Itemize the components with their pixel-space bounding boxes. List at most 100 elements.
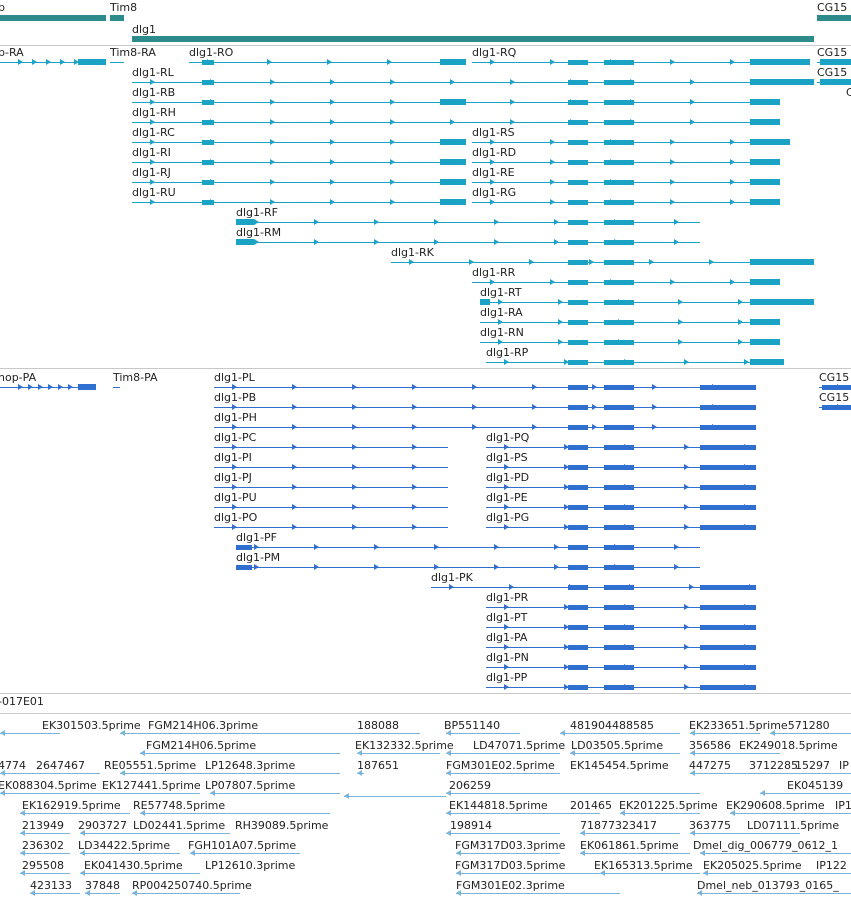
est-read[interactable] bbox=[140, 753, 340, 754]
feature-label[interactable]: CG15 bbox=[819, 371, 850, 384]
est-label[interactable]: LD03505.5prime bbox=[571, 739, 664, 752]
est-label[interactable]: EK041430.5prime bbox=[84, 859, 183, 872]
est-label[interactable]: EK088304.5prime bbox=[0, 779, 97, 792]
feature-label[interactable]: nop-PA bbox=[0, 371, 37, 384]
est-label[interactable]: EK127441.5prime bbox=[102, 779, 201, 792]
feature-label[interactable]: dlg1-RT bbox=[480, 286, 522, 299]
feature-label[interactable]: dlg1-RM bbox=[236, 226, 282, 239]
feature-label[interactable]: dlg1-PS bbox=[486, 451, 528, 464]
feature-track[interactable] bbox=[236, 547, 700, 548]
est-label[interactable]: EK165313.5prime bbox=[594, 859, 693, 872]
est-read[interactable] bbox=[690, 753, 780, 754]
est-label[interactable]: 356586 bbox=[689, 739, 731, 752]
est-label[interactable]: 15297 bbox=[795, 759, 830, 772]
est-label[interactable]: 295508 bbox=[22, 859, 64, 872]
est-label[interactable]: 2903727 bbox=[78, 819, 127, 832]
est-read[interactable] bbox=[620, 813, 700, 814]
feature-label[interactable]: dlg1-RE bbox=[472, 166, 515, 179]
feature-label[interactable]: dlg1-PJ bbox=[214, 471, 252, 484]
feature-track[interactable] bbox=[214, 427, 756, 428]
est-read[interactable] bbox=[30, 893, 80, 894]
feature-label[interactable]: dlg1-PD bbox=[486, 471, 530, 484]
feature-label[interactable]: dlg1-PT bbox=[486, 611, 528, 624]
est-read[interactable] bbox=[690, 733, 760, 734]
feature-label[interactable]: dlg1-RH bbox=[132, 106, 176, 119]
feature-track[interactable] bbox=[214, 467, 448, 468]
feature-label[interactable]: dlg1-PU bbox=[214, 491, 257, 504]
feature-track[interactable] bbox=[472, 62, 810, 63]
feature-track[interactable] bbox=[214, 527, 448, 528]
feature-label[interactable]: dlg1-PN bbox=[486, 651, 529, 664]
feature-label[interactable]: dlg1-PC bbox=[214, 431, 257, 444]
feature-track[interactable] bbox=[132, 182, 466, 183]
est-read[interactable] bbox=[140, 813, 330, 814]
feature-label[interactable]: dlg1-PB bbox=[214, 391, 257, 404]
feature-track[interactable] bbox=[113, 387, 120, 388]
est-label[interactable]: EK233651.5prime571280 bbox=[689, 719, 830, 732]
est-label[interactable]: EK201225.5prime bbox=[619, 799, 718, 812]
feature-label[interactable]: C bbox=[846, 86, 851, 99]
est-read[interactable] bbox=[20, 833, 70, 834]
gene-label[interactable]: p bbox=[0, 1, 5, 14]
est-label[interactable]: LD02441.5prime bbox=[133, 819, 226, 832]
est-label[interactable]: 188088 bbox=[357, 719, 399, 732]
feature-label[interactable]: dlg1-PP bbox=[486, 671, 528, 684]
est-read[interactable] bbox=[357, 753, 440, 754]
est-label[interactable]: FGM301E02.5prime bbox=[446, 759, 555, 772]
feature-label[interactable]: dlg1-PG bbox=[486, 511, 530, 524]
feature-track[interactable] bbox=[431, 587, 756, 588]
est-read[interactable] bbox=[210, 793, 340, 794]
est-label[interactable]: RP004250740.5prime bbox=[132, 879, 252, 892]
est-label[interactable]: 187651 bbox=[357, 759, 399, 772]
est-read[interactable] bbox=[456, 873, 600, 874]
est-label[interactable]: LP07807.5prime bbox=[205, 779, 296, 792]
est-label[interactable]: EK162919.5prime bbox=[22, 799, 121, 812]
est-label[interactable]: FGM317D03.5prime bbox=[455, 859, 566, 872]
est-label[interactable]: FGM301E02.3prime bbox=[456, 879, 565, 892]
est-read[interactable] bbox=[446, 793, 700, 794]
feature-track[interactable] bbox=[480, 302, 814, 303]
feature-track[interactable] bbox=[214, 407, 756, 408]
feature-track[interactable] bbox=[132, 122, 780, 123]
est-read[interactable] bbox=[0, 793, 200, 794]
est-read[interactable] bbox=[690, 773, 851, 774]
feature-label[interactable]: dlg1-PI bbox=[214, 451, 252, 464]
est-label[interactable]: EK061861.5prime bbox=[580, 839, 679, 852]
est-read[interactable] bbox=[344, 796, 446, 797]
gene-label[interactable]: CG15 bbox=[817, 1, 848, 14]
est-label[interactable]: EK132332.5prime bbox=[355, 739, 454, 752]
est-read[interactable] bbox=[446, 833, 560, 834]
feature-label[interactable]: dlg1-RR bbox=[472, 266, 516, 279]
feature-label[interactable]: p-RA bbox=[0, 46, 24, 59]
est-label[interactable]: FGH101A07.5prime bbox=[188, 839, 297, 852]
est-label[interactable]: Dmel_dig_006779_0612_1 bbox=[693, 839, 839, 852]
feature-label[interactable]: dlg1-PF bbox=[236, 531, 277, 544]
est-label[interactable]: LP12648.3prime bbox=[205, 759, 296, 772]
est-label[interactable]: 4774 bbox=[0, 759, 26, 772]
clone-label[interactable]: -017E01 bbox=[0, 695, 44, 708]
feature-label[interactable]: dlg1-RC bbox=[132, 126, 175, 139]
feature-track[interactable] bbox=[132, 82, 814, 83]
est-read[interactable] bbox=[446, 813, 600, 814]
est-read[interactable] bbox=[120, 733, 420, 734]
feature-label[interactable]: dlg1-PL bbox=[214, 371, 255, 384]
feature-label[interactable]: CG15 bbox=[817, 66, 848, 79]
est-label[interactable]: EK144818.5prime bbox=[449, 799, 548, 812]
est-read[interactable] bbox=[456, 853, 560, 854]
feature-track[interactable] bbox=[236, 242, 700, 243]
est-read[interactable] bbox=[80, 833, 230, 834]
est-read[interactable] bbox=[85, 893, 120, 894]
est-label[interactable]: BP551140 bbox=[444, 719, 501, 732]
feature-label[interactable]: dlg1-RF bbox=[236, 206, 278, 219]
feature-label[interactable]: dlg1-PE bbox=[486, 491, 528, 504]
feature-track[interactable] bbox=[110, 62, 124, 63]
est-label[interactable]: IP122 bbox=[816, 859, 847, 872]
est-label[interactable]: LP12610.3prime bbox=[205, 859, 296, 872]
est-label[interactable]: 481904488585 bbox=[570, 719, 654, 732]
feature-label[interactable]: dlg1-RU bbox=[132, 186, 176, 199]
feature-label[interactable]: CG15 bbox=[819, 391, 850, 404]
est-read[interactable] bbox=[690, 833, 800, 834]
feature-label[interactable]: dlg1-PM bbox=[236, 551, 281, 564]
est-label[interactable]: 423133 bbox=[30, 879, 72, 892]
feature-label[interactable]: Tim8-PA bbox=[113, 371, 158, 384]
